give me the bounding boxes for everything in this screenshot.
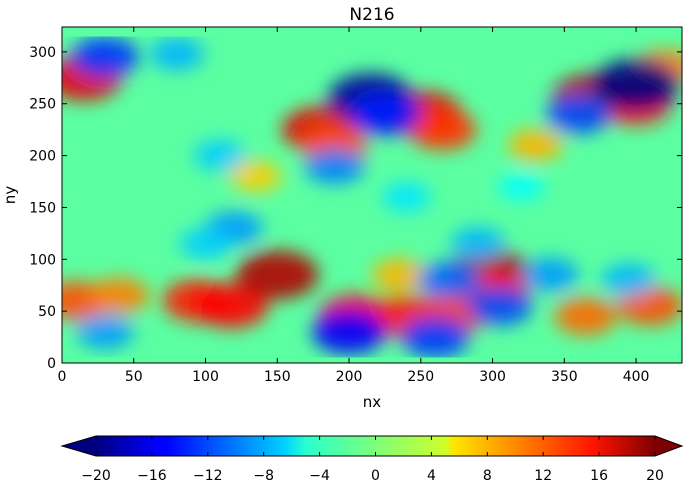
colorbar-tick-label: −16: [137, 468, 167, 484]
heatmap-cell: [312, 309, 387, 354]
heatmap-cell: [521, 257, 579, 293]
heatmap-cell: [545, 94, 612, 134]
colorbar-tick-label: 8: [483, 468, 492, 484]
x-axis: 0 50 100 150 200 250 300 350 400: [58, 27, 650, 385]
x-tick-label: 300: [479, 369, 506, 385]
plot-area: [61, 26, 683, 364]
y-tick-label: 200: [29, 149, 56, 165]
heatmap-cell: [349, 92, 421, 136]
heatmap-cell: [372, 258, 427, 292]
plot-frame: [61, 26, 683, 364]
chart-title: N216: [349, 5, 394, 25]
colorbar-ticks: −20 −16 −12 −8 −4 0 4 8 12 16 20: [81, 436, 664, 484]
colorbar-tick-label: −4: [309, 468, 330, 484]
y-axis: 0 50 100 150 200 250 300: [29, 45, 682, 372]
heatmap-cell: [149, 37, 205, 71]
x-tick-label: 400: [623, 369, 650, 385]
heatmap-cell: [236, 250, 319, 300]
y-tick-label: 0: [47, 356, 56, 372]
x-tick-label: 0: [58, 369, 67, 385]
colorbar-tick-label: −8: [253, 468, 274, 484]
colorbar-tick-label: −20: [81, 468, 111, 484]
y-tick-label: 50: [38, 304, 56, 320]
heatmap-cell: [451, 227, 506, 261]
heatmap: [62, 36, 682, 358]
heatmap-cell: [400, 316, 470, 358]
colorbar-body: [96, 436, 655, 456]
heatmap-cell: [194, 139, 246, 172]
heatmap-cell: [554, 297, 618, 336]
heatmap-cell: [70, 36, 140, 78]
x-tick-label: 50: [125, 369, 143, 385]
x-tick-label: 200: [336, 369, 363, 385]
colorbar-tick-label: 0: [371, 468, 380, 484]
colorbar-extend-high: [655, 436, 682, 456]
y-tick-label: 150: [29, 200, 56, 216]
heatmap-cell: [466, 286, 533, 326]
colorbar-tick-label: 20: [646, 468, 664, 484]
heatmap-cell: [89, 277, 150, 314]
y-tick-label: 300: [29, 45, 56, 61]
x-tick-label: 100: [192, 369, 219, 385]
heatmap-cell: [382, 182, 431, 212]
colorbar-tick-label: −12: [193, 468, 223, 484]
x-tick-label: 250: [407, 369, 434, 385]
heatmap-cell: [194, 283, 269, 328]
heatmap-cell: [408, 109, 477, 151]
heatmap-cell: [76, 314, 134, 350]
heatmap-cell: [179, 228, 232, 260]
heatmap-cell: [498, 172, 545, 201]
heatmap-cell: [508, 128, 563, 162]
heatmap-cell: [304, 147, 365, 184]
heatmap-cell: [418, 261, 481, 299]
colorbar-extend-low: [62, 436, 96, 456]
colorbar-tick-label: 16: [590, 468, 608, 484]
y-tick-label: 100: [29, 252, 56, 268]
colorbar-tick-label: 4: [427, 468, 436, 484]
colorbar: −20 −16 −12 −8 −4 0 4 8 12 16 20: [60, 435, 684, 484]
y-tick-label: 250: [29, 97, 56, 113]
x-tick-label: 150: [264, 369, 291, 385]
x-tick-label: 350: [551, 369, 578, 385]
colorbar-tick-label: 12: [534, 468, 552, 484]
heatmap-cell: [229, 160, 282, 192]
x-axis-label: nx: [363, 393, 382, 411]
heatmap-cell: [601, 263, 657, 297]
heatmap-cell: [592, 59, 681, 112]
y-axis-label: ny: [1, 186, 19, 205]
